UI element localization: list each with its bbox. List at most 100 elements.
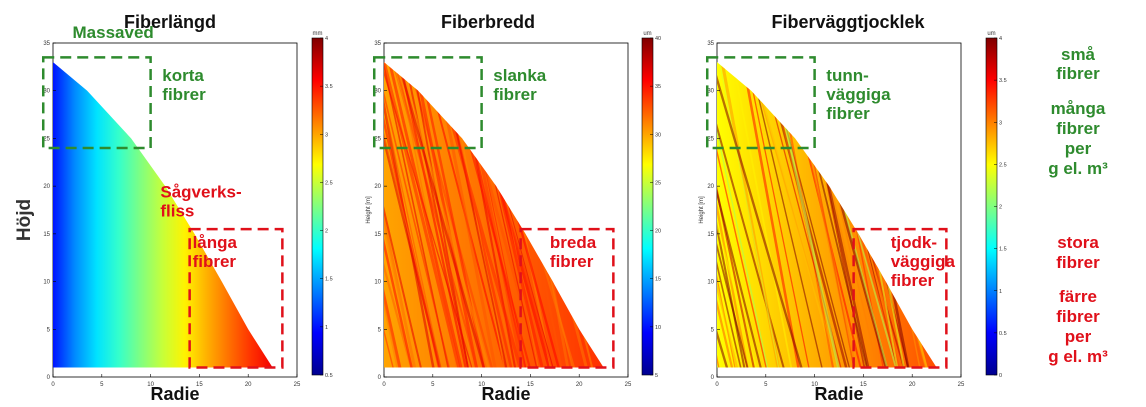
y-tick-label: 25: [43, 136, 50, 142]
y-tick-label: 5: [711, 327, 715, 333]
x-tick-label: 10: [478, 382, 485, 388]
x-tick-label: 20: [576, 382, 583, 388]
annotation-label-green: tunn-väggiga fibrer: [826, 66, 891, 123]
y-tick-label: 20: [374, 184, 381, 190]
x-axis-label: Radie: [814, 384, 863, 404]
colorbar-tick-label: 10: [655, 325, 661, 331]
x-tick-label: 10: [147, 382, 154, 388]
y-tick-label: 5: [47, 327, 51, 333]
y-tick-label: 0: [47, 375, 51, 381]
chart-panel-0: Fiberlängd 0 5 10 15 20 25 0 5 10 15 20 25 30 35 Radie m…: [41, 12, 333, 404]
colorbar-tick-label: 2.5: [999, 162, 1007, 168]
figure-ylabel: Höjd: [14, 199, 35, 241]
annotation-label-red: breda fibrer: [550, 233, 597, 271]
y-tick-label: 0: [711, 375, 715, 381]
y-tick-label: 15: [43, 232, 50, 238]
y-tick-label: 15: [374, 232, 381, 238]
colorbar-tick-label: 15: [655, 277, 661, 283]
colorbar-tick-label: 1: [999, 289, 1002, 295]
side-note-top-4: per: [1065, 139, 1092, 158]
annotation-box-red: [519, 227, 615, 369]
side-note-bottom-2: färre: [1059, 287, 1097, 306]
side-note-bottom-0: stora: [1057, 233, 1099, 252]
x-tick-label: 0: [382, 382, 386, 388]
y-tick-label: 30: [707, 89, 714, 95]
colorbar-tick-label: 30: [655, 132, 661, 138]
side-note-top-5: g el. m³: [1048, 159, 1108, 178]
y-tick-label: 10: [707, 280, 714, 286]
x-tick-label: 0: [715, 382, 719, 388]
x-tick-label: 15: [196, 382, 203, 388]
annotation-box-green: [372, 56, 483, 150]
colorbar-tick-label: 0.5: [999, 331, 1007, 337]
colorbar-tick-label: 20: [655, 229, 661, 235]
annotation-label-red: tjodk-väggiga fibrer: [891, 233, 956, 290]
y-tick-label: 10: [374, 280, 381, 286]
annotation-label-red: Sågverks-fliss: [160, 183, 241, 221]
side-note-top-1: fibrer: [1056, 64, 1100, 83]
x-tick-label: 5: [764, 382, 768, 388]
y-tick-label: 5: [378, 327, 382, 333]
y-tick-label: 35: [707, 41, 714, 47]
colorbar-tick-label: 40: [655, 36, 661, 42]
side-note-top-2: många: [1051, 99, 1106, 118]
x-tick-label: 15: [527, 382, 534, 388]
colorbar-tick-label: 1: [325, 325, 328, 331]
colorbar-tick-label: 1.5: [999, 247, 1007, 253]
chart-title: Fiberbredd: [441, 12, 535, 32]
colorbar-tick-label: 0: [999, 373, 1002, 379]
colorbar-tick-label: 25: [655, 180, 661, 186]
colorbar-tick-label: 3.5: [999, 78, 1007, 84]
annotation-box-green: [41, 56, 152, 150]
stem-field: [53, 62, 273, 368]
annotation-box-green: [705, 56, 816, 150]
chart-title: Fiberväggtjocklek: [771, 12, 925, 32]
x-tick-label: 20: [245, 382, 252, 388]
x-tick-label: 0: [51, 382, 55, 388]
x-tick-label: 20: [909, 382, 916, 388]
y-tick-label: 25: [707, 136, 714, 142]
colorbar-tick-label: 4: [999, 36, 1002, 42]
colorbar-tick-label: 1.5: [325, 277, 333, 283]
y-tick-label: 25: [374, 136, 381, 142]
x-tick-label: 25: [294, 382, 301, 388]
colorbar-tick-label: 35: [655, 84, 661, 90]
y-tick-label: 10: [43, 280, 50, 286]
y-tick-label: 15: [707, 232, 714, 238]
colorbar-tick-label: 0.5: [325, 373, 333, 379]
side-note-bottom-1: fibrer: [1056, 253, 1100, 272]
chart-title: Fiberlängd: [124, 12, 216, 32]
y-tick-label: 35: [374, 41, 381, 47]
colorbar-unit: um: [643, 31, 651, 37]
colorbar-tick-label: 2: [999, 205, 1002, 211]
x-axis-label: Radie: [150, 384, 199, 404]
annotation-label-red: långa fibrer: [193, 233, 238, 271]
x-axis-label: Radie: [481, 384, 530, 404]
colorbar-tick-label: 3: [325, 132, 328, 138]
x-tick-label: 15: [860, 382, 867, 388]
colorbar-tick-label: 3: [999, 120, 1002, 126]
chart-panel-1: Fiberbredd 0 5 10 15 20 25 0 5 10 15 20 25 30 35 Height…: [366, 12, 661, 404]
side-note-top-3: fibrer: [1056, 119, 1100, 138]
colorbar-tick-label: 4: [325, 36, 328, 42]
side-note-bottom-4: per: [1065, 327, 1092, 346]
colorbar-tick-label: 2: [325, 229, 328, 235]
colorbar-tick-label: 2.5: [325, 180, 333, 186]
x-tick-label: 5: [100, 382, 104, 388]
colorbar-tick-label: 5: [655, 373, 658, 379]
annotation-label-green: slanka fibrer: [493, 66, 546, 104]
y-tick-label: 30: [43, 89, 50, 95]
y-tick-label: 0: [378, 375, 382, 381]
y-axis-label: Height [m]: [699, 196, 705, 224]
side-note-bottom-5: g el. m³: [1048, 347, 1108, 366]
y-tick-label: 30: [374, 89, 381, 95]
y-tick-label: 20: [43, 184, 50, 190]
y-axis-label: Height [m]: [366, 196, 372, 224]
x-tick-label: 5: [431, 382, 435, 388]
annotation-box-red: [852, 227, 948, 369]
y-tick-label: 35: [43, 41, 50, 47]
side-note-top-0: små: [1061, 45, 1096, 64]
